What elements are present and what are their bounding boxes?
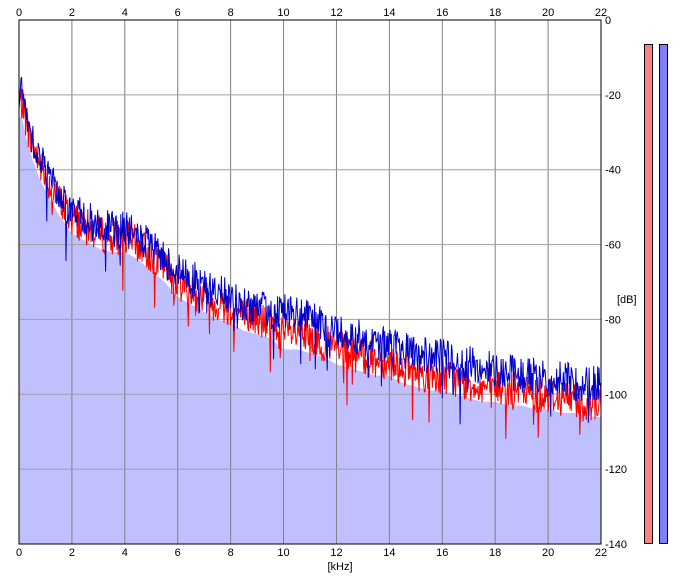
level-meter-blue [659,44,668,544]
level-meter-red [644,44,653,544]
x-tick-label-top: 0 [16,7,22,19]
x-tick-label-top: 2 [69,7,75,19]
x-tick-label-bottom: 8 [228,547,234,559]
y-tick-label: -60 [605,240,621,252]
x-tick-label-top: 16 [436,7,448,19]
y-tick-label: -80 [605,314,621,326]
x-tick-label-top: 10 [277,7,289,19]
x-tick-label-bottom: 14 [383,547,395,559]
x-tick-label-bottom: 20 [542,547,554,559]
x-tick-label-top: 12 [330,7,342,19]
x-tick-label-bottom: 0 [16,547,22,559]
x-tick-label-bottom: 10 [277,547,289,559]
spectrum-fill-area [19,117,601,545]
x-tick-label-bottom: 2 [69,547,75,559]
x-tick-label-bottom: 4 [122,547,128,559]
x-tick-label-bottom: 18 [489,547,501,559]
x-tick-label-top: 14 [383,7,395,19]
plot-frame [18,19,602,545]
x-tick-label-bottom: 16 [436,547,448,559]
x-tick-label-top: 8 [228,7,234,19]
x-tick-label-top: 20 [542,7,554,19]
x-axis-label: [kHz] [327,561,352,573]
x-tick-label-bottom: 6 [175,547,181,559]
x-tick-label-top: 6 [175,7,181,19]
x-axis-bottom-ticks: 0 2 4 6 8 10 12 14 16 18 20 22 [16,547,607,559]
y-tick-label: -20 [605,90,621,102]
y-tick-label: 0 [605,15,611,27]
y-tick-label: -120 [605,464,627,476]
x-tick-label-top: 4 [122,7,128,19]
x-axis-top-ticks: 0 2 4 6 8 10 12 14 16 18 20 22 [16,7,607,19]
x-tick-label-top: 18 [489,7,501,19]
y-axis-label: [dB] [617,294,637,306]
blue-channel-spectrum-line [18,76,602,425]
y-tick-label: -100 [605,389,627,401]
y-axis-ticks: 0 -20 -40 -60 -80 -100 -120 -140 [605,15,627,551]
y-tick-label: -140 [605,539,627,551]
y-tick-label: -40 [605,165,621,177]
x-tick-label-bottom: 12 [330,547,342,559]
x-tick-label-top: 22 [595,7,607,19]
x-tick-label-bottom: 22 [595,547,607,559]
